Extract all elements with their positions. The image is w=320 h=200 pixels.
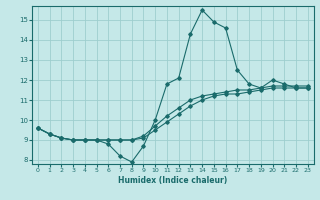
X-axis label: Humidex (Indice chaleur): Humidex (Indice chaleur) — [118, 176, 228, 185]
